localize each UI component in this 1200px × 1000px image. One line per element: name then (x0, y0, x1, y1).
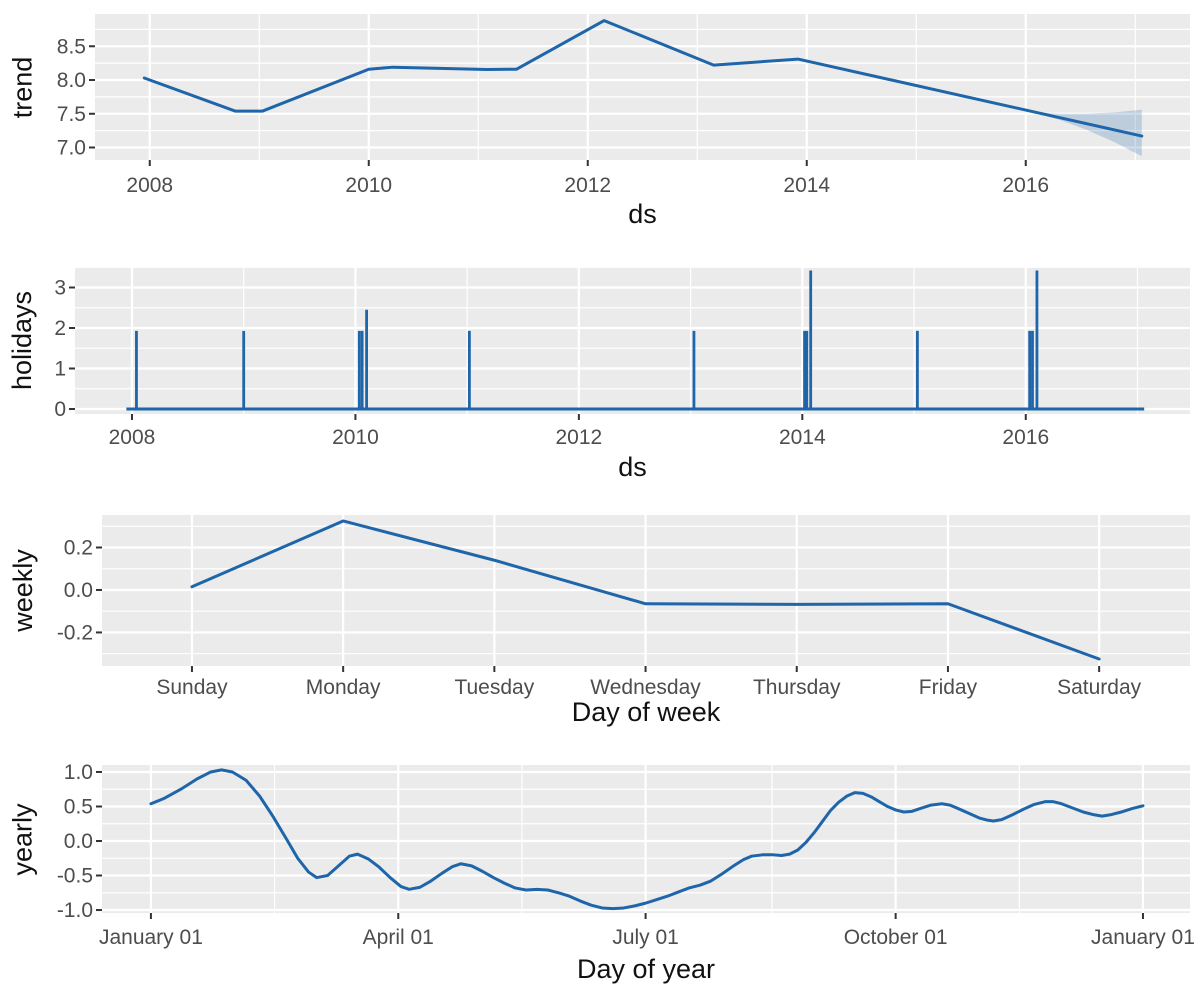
yearly-x-tick-label: October 01 (844, 926, 948, 949)
trend-y-tick-label: 7.5 (57, 103, 86, 126)
trend-chart: 2008 2010 2012 2014 2016 7.0 7.5 8.0 8.5 (57, 14, 1190, 197)
yearly-y-tick-label: 0.5 (64, 795, 93, 818)
yearly-chart: January 01 April 01 July 01 October 01 Janua… (57, 761, 1195, 949)
holidays-y-tick-label: 0 (54, 398, 66, 421)
yearly-y-tick-label: -0.5 (57, 865, 93, 888)
yearly-y-axis-title: yearly (0, 765, 46, 913)
holidays-y-tick-label: 2 (54, 317, 66, 340)
trend-panel-background (95, 14, 1190, 160)
holidays-x-tick-label: 2016 (1002, 426, 1049, 449)
yearly-x-tick-label: January 01 (1091, 926, 1195, 949)
yearly-y-tick-label: -1.0 (57, 899, 93, 922)
trend-y-tick-label: 8.5 (57, 35, 86, 58)
yearly-y-axis-title-text: yearly (7, 802, 38, 876)
weekly-x-tick-label: Thursday (753, 676, 841, 699)
holidays-y-axis-title-text: holidays (7, 290, 38, 391)
trend-x-tick-label: 2012 (564, 174, 611, 197)
weekly-x-tick-label: Sunday (156, 676, 228, 699)
holidays-x-tick-label: 2014 (779, 426, 826, 449)
weekly-y-axis-title: weekly (0, 515, 46, 666)
yearly-x-axis-title: Day of year (576, 954, 716, 984)
holidays-y-axis-title: holidays (0, 267, 46, 414)
confidence-ribbon (1032, 109, 1142, 157)
yearly-y-tick-label: 0.0 (64, 830, 93, 853)
holidays-x-tick-label: 2012 (556, 426, 603, 449)
trend-y-tick-label: 7.0 (57, 137, 86, 160)
weekly-y-axis-title-text: weekly (7, 549, 38, 632)
holidays-x-axis-title: ds (618, 452, 647, 482)
trend-x-tick-label: 2016 (1002, 174, 1049, 197)
weekly-x-axis-title: Day of week (571, 697, 721, 727)
trend-x-tick-label: 2010 (345, 174, 392, 197)
weekly-y-tick-label: 0.2 (64, 536, 93, 559)
trend-y-axis-title: trend (0, 14, 46, 160)
yearly-x-tick-label: January 01 (99, 926, 203, 949)
trend-line (142, 19, 1144, 138)
yearly-line (149, 768, 1145, 911)
holidays-panel-background (75, 267, 1190, 414)
trend-x-tick-label: 2008 (126, 174, 173, 197)
yearly-x-tick-label: April 01 (363, 926, 434, 949)
weekly-x-tick-label: Tuesday (454, 676, 534, 699)
trend-x-tick-label: 2014 (783, 174, 830, 197)
weekly-x-tick-label: Saturday (1057, 676, 1142, 699)
trend-y-tick-label: 8.0 (57, 69, 86, 92)
weekly-line (190, 519, 1101, 661)
trend-x-axis-title: ds (628, 199, 657, 229)
weekly-y-tick-label: -0.2 (57, 621, 93, 644)
weekly-x-tick-label: Friday (919, 676, 978, 699)
trend-y-axis-title-text: trend (7, 56, 38, 118)
holidays-chart: 2008 2010 2012 2014 2016 0 1 2 3 (54, 266, 1190, 449)
weekly-x-tick-label: Wednesday (590, 676, 701, 699)
holidays-y-tick-label: 3 (54, 276, 66, 299)
weekly-x-tick-label: Monday (306, 676, 381, 699)
holidays-x-tick-label: 2008 (109, 426, 156, 449)
yearly-y-tick-label: 1.0 (64, 761, 93, 784)
holidays-y-tick-label: 1 (54, 358, 66, 381)
weekly-chart: Sunday Monday Tuesday Wednesday Thursday Frid… (57, 515, 1190, 699)
holidays-x-tick-label: 2010 (332, 426, 379, 449)
weekly-y-tick-label: 0.0 (64, 579, 93, 602)
yearly-x-tick-label: July 01 (612, 926, 679, 949)
